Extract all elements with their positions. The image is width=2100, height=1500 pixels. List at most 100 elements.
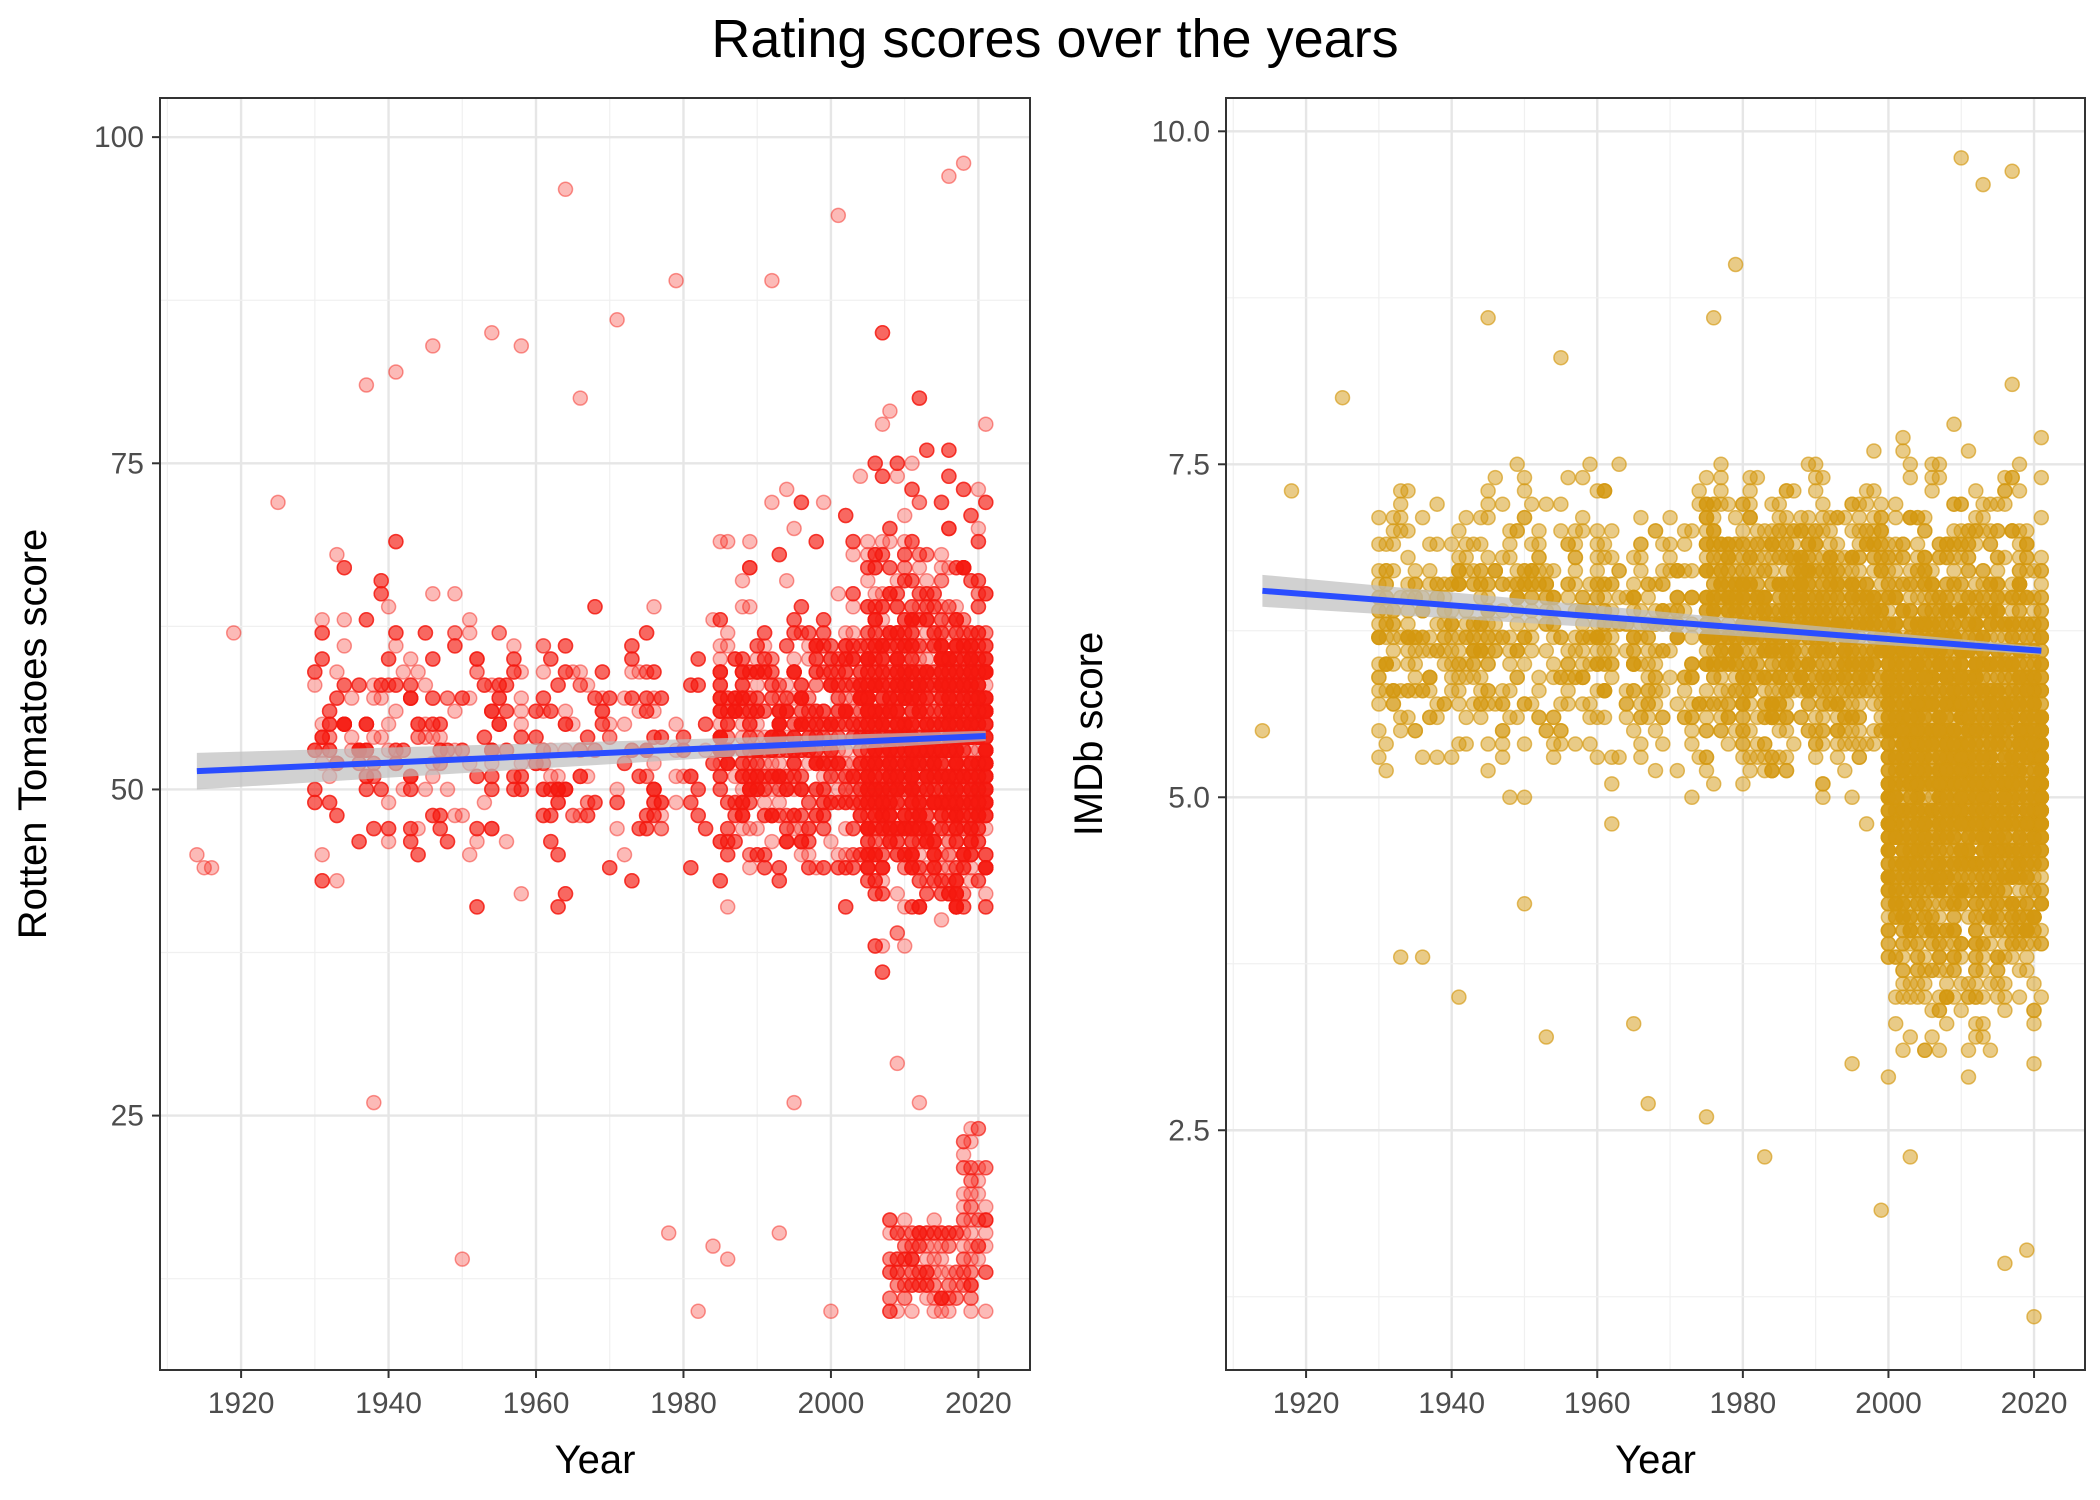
data-point xyxy=(963,690,979,706)
data-point xyxy=(911,664,928,680)
data-point xyxy=(904,1303,920,1320)
data-point xyxy=(756,638,773,654)
data-point xyxy=(933,768,950,785)
data-point xyxy=(970,781,987,798)
data-point xyxy=(719,638,736,654)
data-point xyxy=(874,964,891,980)
data-point xyxy=(904,690,920,706)
data-point xyxy=(955,1264,972,1280)
data-point xyxy=(410,846,426,863)
data-point xyxy=(535,690,552,706)
data-point xyxy=(911,494,928,511)
data-point xyxy=(712,703,729,719)
data-point xyxy=(882,1303,898,1320)
data-point xyxy=(889,703,906,719)
data-point xyxy=(793,677,810,693)
data-point xyxy=(506,651,522,667)
data-point xyxy=(786,664,802,680)
data-point xyxy=(867,873,883,889)
data-point xyxy=(889,599,906,615)
data-point xyxy=(889,651,906,667)
data-point xyxy=(948,651,965,667)
data-point xyxy=(690,781,706,798)
data-point xyxy=(882,1290,898,1306)
data-point xyxy=(668,794,684,811)
data-point xyxy=(948,638,965,654)
data-point xyxy=(351,677,367,693)
data-point xyxy=(948,820,965,837)
data-point xyxy=(860,664,876,680)
data-point xyxy=(823,716,839,732)
data-point xyxy=(860,833,876,850)
data-point xyxy=(948,807,965,824)
data-point xyxy=(933,742,950,759)
data-point xyxy=(963,833,979,850)
data-point xyxy=(889,820,906,837)
data-point xyxy=(771,873,788,889)
data-point xyxy=(926,690,942,706)
data-point xyxy=(955,794,972,811)
figure-title: Rating scores over the years xyxy=(711,9,1398,69)
data-point xyxy=(911,833,928,850)
data-point xyxy=(955,886,972,902)
data-point xyxy=(933,755,950,772)
data-point xyxy=(896,651,913,667)
data-point xyxy=(771,768,788,785)
data-point xyxy=(469,651,485,667)
data-point xyxy=(970,820,987,837)
data-point xyxy=(867,546,883,563)
data-point xyxy=(712,781,729,798)
data-point xyxy=(896,716,913,732)
data-point xyxy=(764,781,780,798)
data-point xyxy=(911,716,928,732)
data-point xyxy=(307,677,323,693)
data-point xyxy=(793,494,810,511)
data-point xyxy=(719,833,736,850)
data-point xyxy=(771,781,788,798)
data-point xyxy=(963,1303,979,1320)
data-point xyxy=(970,625,987,641)
data-point xyxy=(970,586,987,602)
data-point xyxy=(380,820,397,837)
data-point xyxy=(484,820,500,837)
data-point xyxy=(417,729,434,746)
data-point xyxy=(616,716,633,732)
data-point xyxy=(683,768,699,785)
data-point xyxy=(941,846,957,863)
data-point xyxy=(712,651,729,667)
data-point xyxy=(970,755,987,772)
data-point xyxy=(919,833,935,850)
data-point xyxy=(867,807,883,824)
data-point xyxy=(896,899,913,915)
data-point xyxy=(978,651,994,667)
data-point xyxy=(764,768,780,785)
data-point xyxy=(712,612,729,628)
data-point xyxy=(712,716,729,732)
data-point xyxy=(970,781,987,798)
data-point xyxy=(808,716,824,732)
data-point xyxy=(852,768,869,785)
data-point xyxy=(860,677,876,693)
data-point xyxy=(919,677,935,693)
data-point xyxy=(447,807,463,824)
data-point xyxy=(690,1303,706,1320)
data-point xyxy=(948,625,965,641)
data-point xyxy=(978,1160,994,1176)
data-point xyxy=(1662,509,1678,526)
data-point xyxy=(933,651,950,667)
data-point xyxy=(830,677,847,693)
data-point xyxy=(955,481,972,498)
data-point xyxy=(978,899,994,915)
data-point xyxy=(919,794,935,811)
data-point xyxy=(955,625,972,641)
data-point xyxy=(978,651,994,667)
data-point xyxy=(882,690,898,706)
data-point xyxy=(786,820,802,837)
data-point xyxy=(491,690,507,706)
data-point xyxy=(609,781,625,798)
data-point xyxy=(919,651,935,667)
data-point xyxy=(882,833,898,850)
x-axis-title: Year xyxy=(555,1438,636,1482)
data-point xyxy=(837,781,854,798)
data-point xyxy=(933,677,950,693)
